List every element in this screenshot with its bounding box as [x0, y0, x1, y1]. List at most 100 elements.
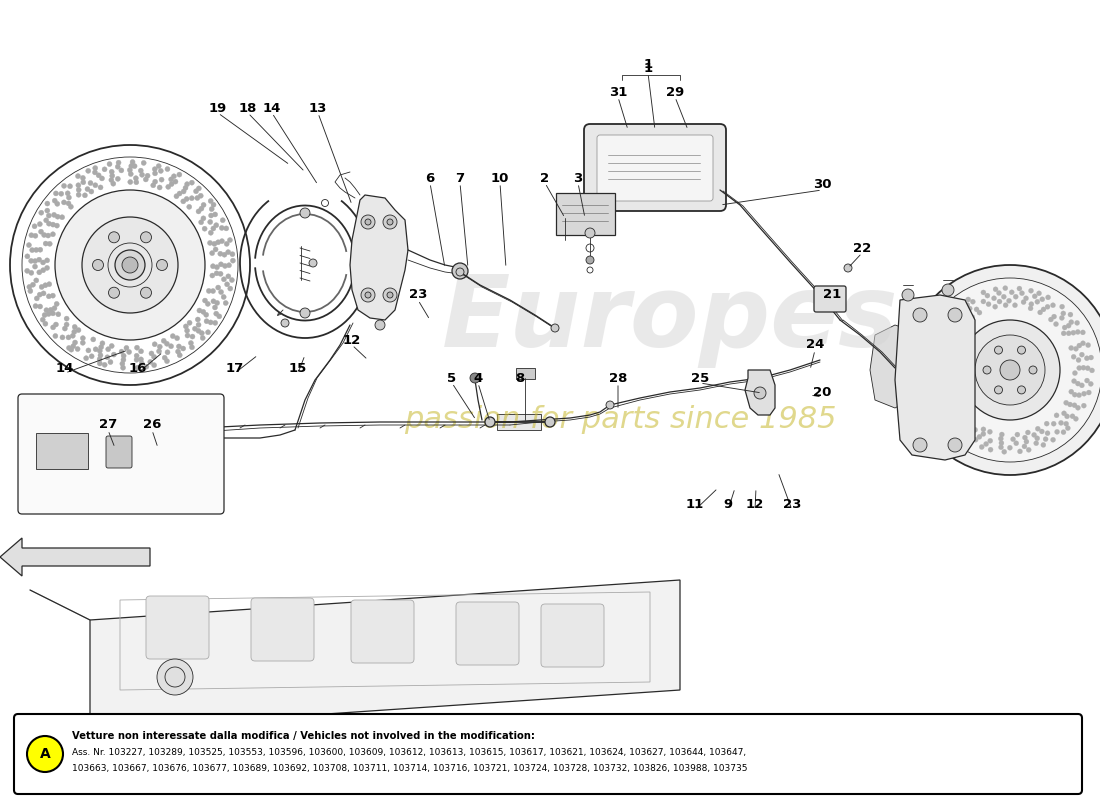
Circle shape	[29, 233, 34, 238]
Circle shape	[955, 305, 959, 310]
Circle shape	[219, 262, 223, 267]
Circle shape	[33, 258, 37, 263]
Circle shape	[109, 178, 114, 182]
Circle shape	[152, 362, 156, 368]
Circle shape	[365, 292, 371, 298]
Circle shape	[1018, 386, 1025, 394]
Circle shape	[551, 324, 559, 332]
Circle shape	[988, 430, 992, 434]
Circle shape	[993, 286, 998, 292]
Circle shape	[939, 377, 944, 382]
Circle shape	[1079, 383, 1085, 388]
Circle shape	[1089, 355, 1093, 360]
Circle shape	[220, 218, 225, 222]
Circle shape	[960, 430, 966, 434]
Circle shape	[41, 291, 46, 296]
Circle shape	[956, 322, 960, 326]
Circle shape	[1052, 314, 1057, 319]
Circle shape	[196, 322, 201, 327]
Circle shape	[158, 169, 163, 174]
Circle shape	[939, 414, 945, 418]
Circle shape	[999, 445, 1003, 450]
Circle shape	[1077, 366, 1081, 370]
Circle shape	[224, 242, 229, 246]
Circle shape	[1045, 430, 1050, 436]
Circle shape	[55, 214, 60, 219]
Circle shape	[1085, 378, 1089, 383]
Circle shape	[97, 361, 102, 366]
Polygon shape	[745, 370, 776, 415]
Circle shape	[157, 659, 192, 695]
Circle shape	[189, 345, 195, 350]
Circle shape	[119, 349, 124, 354]
Circle shape	[73, 340, 78, 345]
Circle shape	[947, 392, 953, 397]
Circle shape	[51, 232, 55, 237]
Circle shape	[156, 349, 162, 354]
Circle shape	[221, 277, 227, 282]
Polygon shape	[350, 195, 408, 320]
Circle shape	[46, 311, 51, 317]
Circle shape	[45, 258, 50, 263]
Circle shape	[942, 284, 954, 296]
Circle shape	[1066, 426, 1070, 430]
Circle shape	[104, 354, 110, 360]
Circle shape	[92, 170, 98, 175]
Text: 3: 3	[573, 171, 583, 185]
Circle shape	[177, 172, 182, 177]
Circle shape	[144, 364, 148, 369]
Circle shape	[139, 349, 143, 354]
Circle shape	[92, 166, 98, 170]
Circle shape	[97, 348, 102, 354]
Circle shape	[947, 334, 952, 339]
Circle shape	[122, 257, 138, 273]
Circle shape	[1054, 413, 1059, 418]
Circle shape	[44, 308, 48, 313]
Text: 16: 16	[129, 362, 147, 374]
Circle shape	[1036, 291, 1042, 296]
Circle shape	[960, 320, 1060, 420]
Circle shape	[214, 271, 219, 276]
Circle shape	[109, 232, 120, 242]
Circle shape	[156, 163, 162, 169]
Circle shape	[970, 299, 976, 304]
Circle shape	[1080, 341, 1086, 346]
Circle shape	[100, 341, 104, 346]
Circle shape	[70, 334, 75, 338]
Circle shape	[152, 342, 157, 346]
Circle shape	[1062, 411, 1067, 416]
Circle shape	[46, 282, 52, 286]
Circle shape	[944, 330, 949, 335]
Circle shape	[211, 226, 216, 231]
Circle shape	[60, 335, 65, 340]
Circle shape	[937, 402, 943, 406]
Circle shape	[29, 258, 34, 263]
Circle shape	[1086, 342, 1090, 347]
Circle shape	[981, 431, 986, 437]
Circle shape	[172, 174, 176, 178]
Circle shape	[952, 421, 956, 426]
Circle shape	[926, 382, 932, 386]
Circle shape	[164, 342, 169, 346]
Circle shape	[228, 238, 232, 242]
Text: 29: 29	[666, 86, 684, 98]
Text: 10: 10	[491, 171, 509, 185]
Circle shape	[1074, 416, 1078, 422]
Circle shape	[130, 159, 135, 165]
Circle shape	[70, 344, 76, 349]
Circle shape	[961, 419, 966, 424]
Circle shape	[1076, 381, 1080, 386]
Circle shape	[31, 282, 35, 287]
Circle shape	[1013, 294, 1019, 299]
Circle shape	[33, 264, 37, 269]
Circle shape	[45, 201, 50, 206]
Circle shape	[935, 382, 940, 387]
Circle shape	[41, 268, 46, 273]
Circle shape	[1014, 441, 1019, 446]
Text: 6: 6	[426, 171, 434, 185]
Circle shape	[37, 222, 42, 226]
Circle shape	[64, 322, 69, 327]
Circle shape	[135, 366, 140, 370]
Circle shape	[220, 238, 224, 244]
Circle shape	[201, 216, 206, 221]
